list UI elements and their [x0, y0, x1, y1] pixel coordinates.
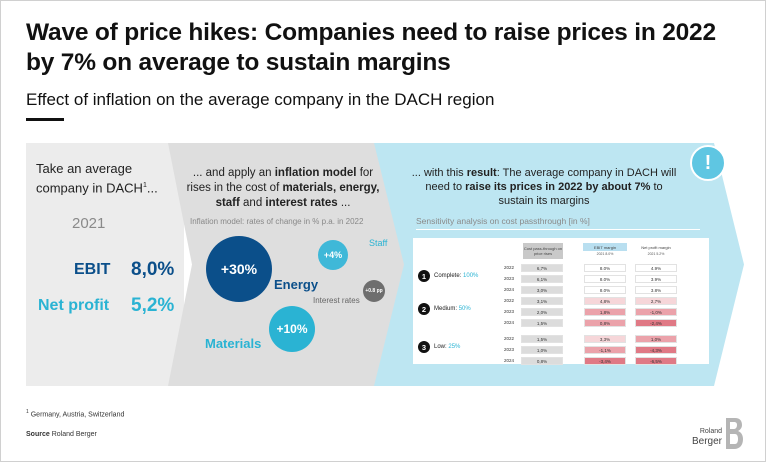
scenario-label: Complete: 100% — [434, 273, 479, 279]
sensitivity-label: Sensitivity analysis on cost passthrough… — [416, 216, 590, 226]
cell-passthrough: 3,1% — [521, 297, 563, 305]
page-subtitle: Effect of inflation on the average compa… — [26, 90, 495, 109]
staff-label: Staff — [369, 238, 388, 248]
inflation-model-chevron — [168, 143, 432, 386]
source-line: Source Roland Berger — [26, 431, 97, 438]
interest-bubble: +0.8 pp — [363, 280, 385, 302]
baseline-panel — [26, 143, 184, 386]
materials-bubble: +10% — [269, 306, 315, 352]
net-profit-label: Net profit — [38, 297, 110, 314]
cell-passthrough: 1,0% — [521, 346, 563, 354]
cell-net: -1,0% — [635, 308, 677, 316]
col-header-net: Net profit margin — [641, 244, 671, 250]
staff-bubble: +4% — [318, 240, 348, 270]
logo-b-icon — [726, 418, 743, 449]
cell-net: -4,3% — [635, 346, 677, 354]
scenario-number-badge: 2 — [418, 303, 430, 315]
cell-ebit: 3,3% — [584, 335, 626, 343]
scenario-label: Medium: 50% — [434, 306, 471, 312]
row-year: 2023 — [503, 347, 514, 352]
materials-label: Materials — [205, 336, 262, 351]
row-year: 2023 — [503, 309, 514, 314]
inflation-model-note: Inflation model: rates of change in % p.… — [190, 217, 364, 226]
cell-net: 1,0% — [635, 335, 677, 343]
result-heading: ... with this result: The average compan… — [411, 167, 677, 207]
col-sub-net: 2021 5.2% — [647, 252, 665, 256]
ebit-value: 8,0% — [131, 259, 175, 280]
ebit-label: EBIT — [74, 261, 111, 278]
cell-passthrough: 2,0% — [521, 308, 563, 316]
col-sub-ebit: 2021 8.0% — [596, 252, 614, 256]
cell-passthrough: 1,5% — [521, 335, 563, 343]
cell-ebit: 1,8% — [584, 308, 626, 316]
cell-ebit: -1,1% — [584, 346, 626, 354]
cell-ebit: 4,8% — [584, 297, 626, 305]
cell-net: 3.9% — [635, 275, 677, 283]
col-header-ebit: EBIT margin — [583, 243, 627, 251]
net-profit-value: 5,2% — [131, 295, 175, 316]
row-year: 2023 — [503, 276, 514, 281]
cell-passthrough: 0,8% — [521, 357, 563, 365]
cell-net: -2,4% — [635, 319, 677, 327]
cell-net: -6,5% — [635, 357, 677, 365]
row-year: 2024 — [503, 358, 514, 363]
scenario-label: Low: 25% — [434, 344, 461, 350]
interest-label: Interest rates — [313, 296, 360, 305]
row-year: 2022 — [503, 298, 514, 303]
row-year: 2022 — [503, 336, 514, 341]
cell-passthrough: 3,0% — [521, 286, 563, 294]
col-header-passthrough: Cost pass-through on price rises — [523, 243, 563, 259]
cell-passthrough: 6,7% — [521, 264, 563, 272]
cell-ebit: -3,4% — [584, 357, 626, 365]
cell-net: 4.9% — [635, 264, 677, 272]
cell-ebit: 8.0% — [584, 264, 626, 272]
baseline-heading: Take an average company in DACH1... — [36, 161, 158, 196]
inflation-model-heading: ... and apply an inflation model for ris… — [186, 167, 380, 209]
page-title: Wave of price hikes: Companies need to r… — [26, 19, 716, 76]
row-year: 2022 — [503, 265, 514, 270]
cell-passthrough: 6,1% — [521, 275, 563, 283]
row-year: 2024 — [503, 287, 514, 292]
cell-ebit: 8.0% — [584, 275, 626, 283]
cell-passthrough: 1,5% — [521, 319, 563, 327]
title-rule — [26, 118, 64, 121]
footnote: 1 Germany, Austria, Switzerland — [26, 409, 125, 419]
sensitivity-divider — [416, 229, 700, 230]
cell-net: 2,7% — [635, 297, 677, 305]
row-year: 2024 — [503, 320, 514, 325]
alert-icon: ! — [690, 145, 726, 181]
logo-wordmark: Roland Berger — [691, 428, 722, 447]
cell-ebit: 8.0% — [584, 286, 626, 294]
energy-bubble: +30% — [206, 236, 272, 302]
baseline-year: 2021 — [72, 215, 106, 232]
cell-net: 3.8% — [635, 286, 677, 294]
cell-ebit: 0,8% — [584, 319, 626, 327]
scenario-number-badge: 3 — [418, 341, 430, 353]
energy-label: Energy — [274, 277, 319, 292]
scenario-number-badge: 1 — [418, 270, 430, 282]
